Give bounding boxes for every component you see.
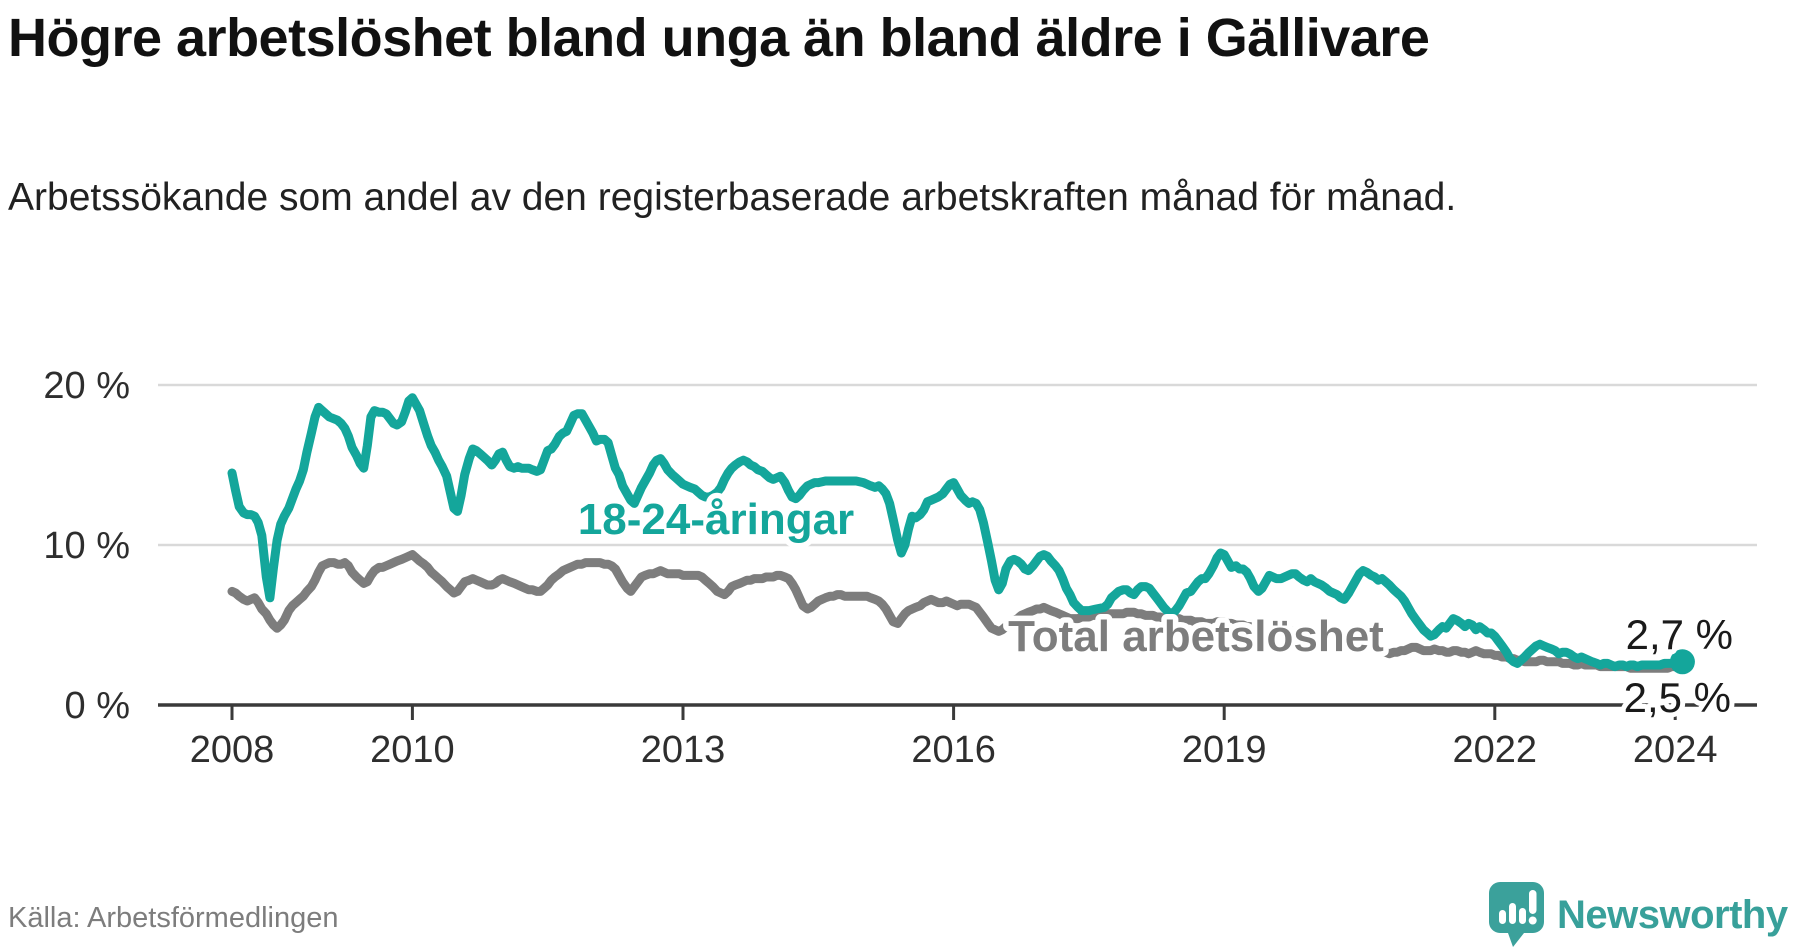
source-note: Källa: Arbetsförmedlingen bbox=[8, 902, 339, 934]
y-tick-label: 20 % bbox=[43, 365, 130, 407]
x-tick-label: 2010 bbox=[370, 729, 455, 771]
total-series-label: Total arbetslöshet bbox=[1008, 612, 1384, 661]
total-series-line bbox=[227, 550, 1687, 673]
x-tick-label: 2024 bbox=[1633, 729, 1718, 771]
y-tick-label: 0 % bbox=[65, 685, 130, 727]
x-tick-label: 2022 bbox=[1453, 729, 1538, 771]
y-tick-label: 10 % bbox=[43, 525, 130, 567]
youth-end-value-label: 2,7 % bbox=[1626, 611, 1733, 658]
x-tick-label: 2013 bbox=[641, 729, 726, 771]
x-tick-label: 2016 bbox=[911, 729, 996, 771]
newsworthy-wordmark: Newsworthy bbox=[1557, 892, 1788, 937]
x-tick-label: 2008 bbox=[190, 729, 275, 771]
newsworthy-icon bbox=[1489, 882, 1544, 947]
total-end-value-label: 2,5 % bbox=[1624, 674, 1731, 721]
page-title: Högre arbetslöshet bland unga än bland ä… bbox=[8, 8, 1430, 68]
youth-series-label: 18-24-åringar bbox=[578, 495, 854, 544]
chart-subtitle: Arbetssökande som andel av den registerb… bbox=[8, 176, 1457, 219]
youth-series-end-dot bbox=[1669, 649, 1695, 675]
newsworthy-logo-link[interactable]: Newsworthy bbox=[1489, 882, 1788, 948]
x-tick-label: 2019 bbox=[1182, 729, 1267, 771]
youth-series-line bbox=[227, 393, 1687, 672]
